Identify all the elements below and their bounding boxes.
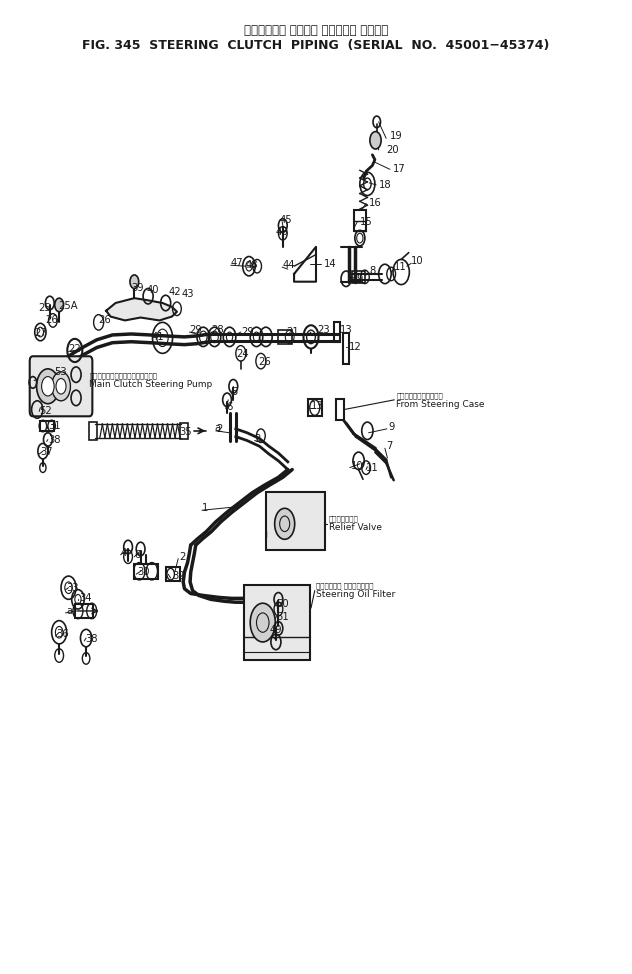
Text: 11: 11 [394, 262, 407, 272]
Text: 38: 38 [85, 634, 98, 644]
Text: 21: 21 [286, 327, 299, 337]
Text: 6: 6 [135, 549, 141, 560]
Text: 24: 24 [236, 350, 248, 359]
Text: 28: 28 [210, 325, 223, 335]
Text: 3: 3 [255, 433, 261, 443]
Text: 9: 9 [356, 274, 363, 283]
Circle shape [52, 372, 70, 401]
Text: ステアリングケースから: ステアリングケースから [396, 393, 443, 399]
Text: 27: 27 [34, 328, 47, 338]
Text: 20: 20 [386, 145, 399, 155]
Circle shape [55, 298, 64, 312]
Text: 6: 6 [226, 401, 232, 412]
Text: 36: 36 [57, 629, 70, 639]
Text: 51: 51 [276, 612, 289, 621]
Text: From Steering Case: From Steering Case [396, 400, 485, 409]
Text: 14: 14 [324, 259, 336, 269]
Text: 26: 26 [99, 316, 111, 325]
Text: 17: 17 [392, 165, 405, 174]
Circle shape [130, 275, 138, 288]
Text: 10: 10 [351, 461, 363, 470]
Circle shape [275, 508, 295, 540]
Text: 29: 29 [241, 327, 253, 337]
Text: 2: 2 [216, 424, 222, 433]
Circle shape [56, 379, 66, 394]
Text: 15: 15 [360, 216, 373, 227]
Text: 50: 50 [276, 599, 289, 609]
Text: 43: 43 [181, 289, 194, 299]
Text: 53: 53 [54, 367, 67, 377]
Text: 19: 19 [390, 131, 403, 141]
Text: 13: 13 [340, 325, 353, 335]
Text: 25A: 25A [58, 301, 78, 311]
Text: 49: 49 [270, 625, 283, 635]
Text: 26: 26 [46, 316, 58, 325]
Text: 10: 10 [411, 256, 424, 266]
FancyBboxPatch shape [30, 356, 92, 416]
Text: 35: 35 [179, 427, 192, 436]
Text: 5: 5 [231, 387, 238, 397]
Text: 39: 39 [131, 283, 144, 293]
Text: 38: 38 [48, 434, 61, 444]
Text: 37: 37 [40, 447, 53, 457]
Text: a: a [214, 423, 221, 432]
Text: 25: 25 [38, 303, 51, 313]
Text: Relief Valve: Relief Valve [329, 523, 382, 532]
Text: 13: 13 [311, 400, 324, 411]
Circle shape [37, 369, 59, 403]
Text: 44: 44 [282, 260, 295, 270]
Text: a: a [66, 606, 73, 616]
Text: 33: 33 [66, 582, 79, 593]
Text: 18: 18 [379, 180, 391, 190]
Text: ノーンクラッチステアリングポンプ: ノーンクラッチステアリングポンプ [89, 372, 157, 379]
Text: 41: 41 [152, 332, 164, 342]
Text: 45: 45 [280, 214, 292, 225]
Text: 22: 22 [68, 345, 82, 355]
FancyBboxPatch shape [244, 584, 310, 660]
Circle shape [370, 131, 381, 149]
FancyBboxPatch shape [266, 492, 325, 550]
Text: 23: 23 [317, 325, 330, 335]
Text: 52: 52 [39, 406, 52, 417]
Text: 1: 1 [202, 504, 209, 513]
Text: Main Clutch Steering Pump: Main Clutch Steering Pump [89, 380, 212, 389]
Text: 42: 42 [169, 287, 181, 297]
Text: FIG. 345  STEERING  CLUTCH  PIPING  (SERIAL  NO.  45001−45374): FIG. 345 STEERING CLUTCH PIPING (SERIAL … [82, 39, 550, 52]
Text: 32: 32 [172, 571, 185, 581]
Text: ステアリング オイルフィルタ: ステアリング オイルフィルタ [316, 582, 374, 589]
Polygon shape [106, 298, 177, 320]
Circle shape [42, 377, 54, 396]
Text: 26: 26 [258, 357, 271, 367]
Text: 12: 12 [349, 342, 362, 352]
Text: ステアリング クラッチ パイピング 適用号機: ステアリング クラッチ パイピング 適用号機 [244, 24, 388, 37]
Text: 11: 11 [366, 463, 379, 472]
Text: 8: 8 [370, 266, 376, 276]
Text: 48: 48 [245, 260, 258, 270]
Circle shape [250, 603, 276, 642]
Text: 47: 47 [231, 258, 243, 268]
Text: 34: 34 [79, 593, 92, 603]
Text: 29: 29 [190, 325, 202, 335]
Text: 2: 2 [179, 551, 186, 562]
Text: 7: 7 [386, 441, 392, 451]
Text: 30: 30 [138, 567, 150, 578]
Text: Steering Oil Filter: Steering Oil Filter [316, 590, 395, 599]
Text: 9: 9 [388, 422, 394, 431]
Text: 40: 40 [147, 285, 159, 295]
Text: 31: 31 [48, 421, 61, 431]
Text: 4: 4 [121, 547, 127, 558]
Text: 16: 16 [368, 199, 381, 208]
Text: リリーフバルブ: リリーフバルブ [329, 515, 358, 522]
Text: 46: 46 [276, 227, 289, 238]
